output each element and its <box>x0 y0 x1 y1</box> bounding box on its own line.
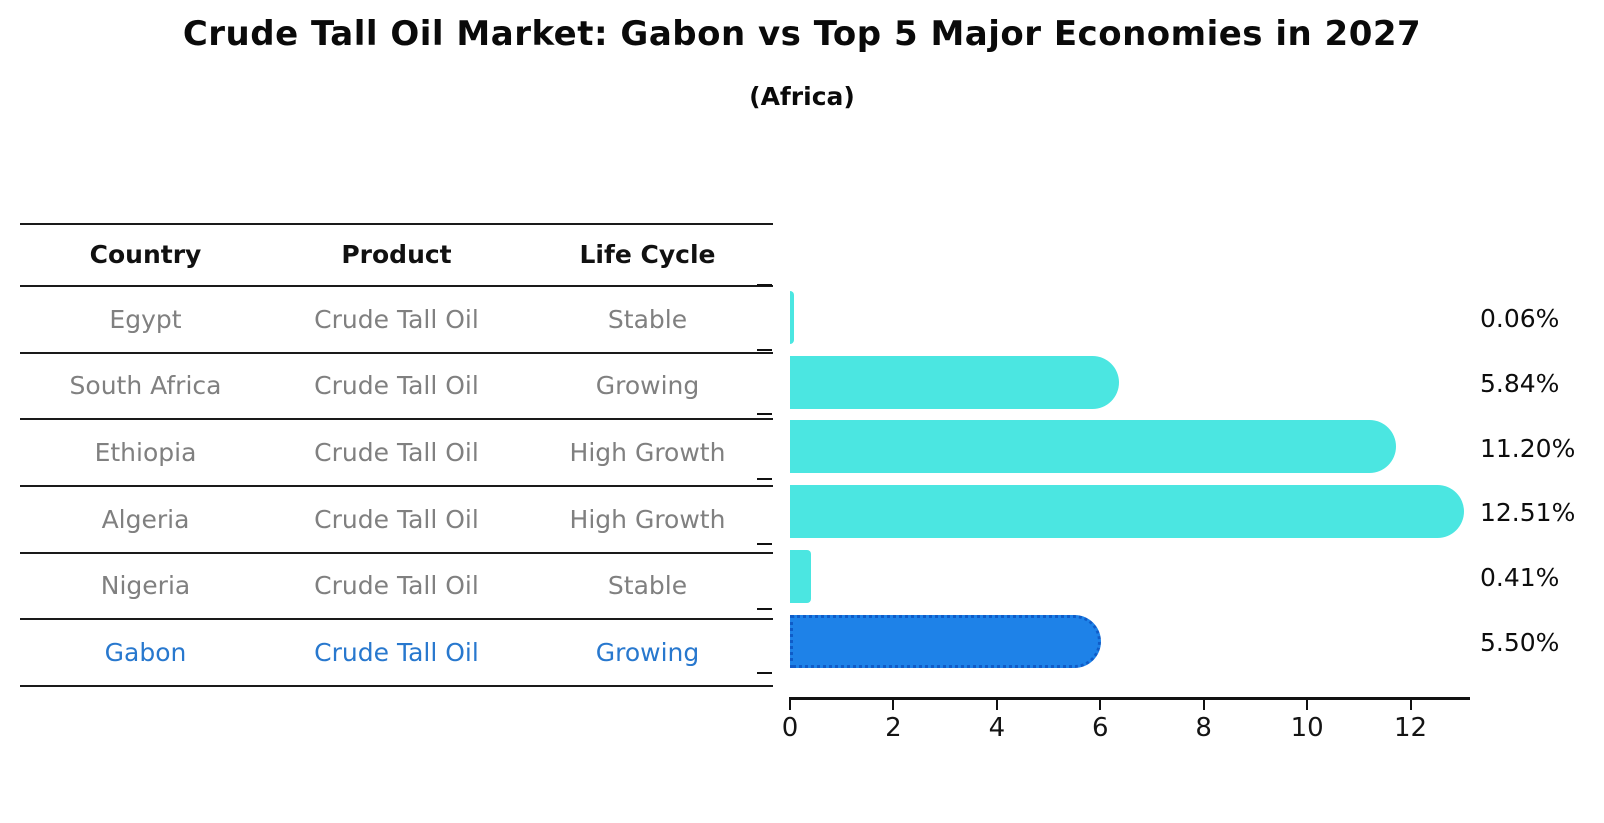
x-axis-tick <box>1202 697 1205 710</box>
x-axis-tick-label: 2 <box>885 713 902 743</box>
x-axis-tick <box>789 697 791 710</box>
bar-row-egypt <box>790 285 1470 350</box>
x-axis-tick-label: 6 <box>1091 713 1109 743</box>
table-body: Egypt Crude Tall Oil Stable South Africa Cru… <box>20 287 773 688</box>
table-row-egypt: Egypt Crude Tall Oil Stable <box>20 287 773 354</box>
table-row-ethiopia: Ethiopia Crude Tall Oil High Growth <box>20 420 773 488</box>
bar-row-algeria <box>790 479 1470 544</box>
cell-product: Crude Tall Oil <box>314 504 479 534</box>
bar-row-gabon <box>790 609 1470 674</box>
cell-product: Crude Tall Oil <box>314 437 479 467</box>
value-label-south-africa: 5.84% <box>1480 369 1560 399</box>
value-label-egypt: 0.06% <box>1480 304 1560 334</box>
table-header-row: Country Product Life Cycle <box>20 223 773 287</box>
value-label-ethiopia: 11.20% <box>1480 433 1576 463</box>
y-axis-tick <box>757 478 772 481</box>
cell-country: Ethiopia <box>94 437 197 467</box>
y-axis-tick <box>757 413 772 416</box>
cell-life-cycle: Stable <box>607 304 688 334</box>
bar-nigeria <box>790 549 812 603</box>
bar-plot-area: 0 2 4 6 8 10 12 <box>757 284 1470 743</box>
bar-row-nigeria <box>790 544 1470 609</box>
value-label-nigeria: 0.41% <box>1480 563 1560 593</box>
column-header-life-cycle: Life Cycle <box>579 240 716 270</box>
y-axis-tick <box>757 284 772 286</box>
value-label-algeria: 12.51% <box>1480 498 1576 528</box>
x-axis-tick <box>1409 697 1412 710</box>
x-axis-tick-label: 12 <box>1393 713 1428 743</box>
column-header-product: Product <box>341 240 452 270</box>
table-row-algeria: Algeria Crude Tall Oil High Growth <box>20 487 773 554</box>
cell-country: Nigeria <box>100 571 191 601</box>
x-axis-tick-label: 0 <box>781 713 799 743</box>
cell-life-cycle: High Growth <box>569 437 726 467</box>
table-row-nigeria: Nigeria Crude Tall Oil Stable <box>20 554 773 621</box>
x-axis-tick <box>892 697 895 710</box>
cell-life-cycle: High Growth <box>569 504 726 534</box>
cell-product: Crude Tall Oil <box>314 571 479 601</box>
cell-country: Egypt <box>109 304 182 334</box>
bar-row-south-africa <box>790 350 1470 415</box>
bar-south-africa <box>790 355 1119 409</box>
bar-egypt <box>790 291 794 344</box>
chart-subtitle: (Africa) <box>749 82 855 111</box>
table-row-south-africa: South Africa Crude Tall Oil Growing <box>20 354 773 421</box>
y-axis-tick <box>757 672 772 675</box>
bar-row-ethiopia <box>790 414 1470 479</box>
x-axis-tick-label: 10 <box>1290 713 1324 743</box>
value-label-gabon: 5.50% <box>1480 627 1560 657</box>
cell-product: Crude Tall Oil <box>314 304 479 334</box>
x-axis-tick-label: 8 <box>1195 713 1212 743</box>
bar-algeria <box>790 485 1464 539</box>
cell-life-cycle: Growing <box>595 371 700 401</box>
cell-country: Algeria <box>101 504 190 534</box>
cell-product: Crude Tall Oil <box>314 371 479 401</box>
x-axis-tick <box>995 697 998 710</box>
cell-product: Crude Tall Oil <box>314 638 479 668</box>
country-table: Country Product Life Cycle Egypt Crude Tall… <box>20 223 773 688</box>
column-header-country: Country <box>89 240 202 270</box>
y-axis-tick <box>757 542 772 545</box>
x-axis-tick <box>1306 697 1309 710</box>
x-axis-tick <box>1099 697 1102 710</box>
highlighted-bar-gabon <box>790 614 1102 668</box>
y-axis-tick <box>757 607 772 610</box>
cell-country: South Africa <box>69 371 222 401</box>
cell-life-cycle: Growing <box>595 638 700 668</box>
y-axis-tick <box>757 348 772 351</box>
bar-ethiopia <box>790 420 1397 474</box>
table-row-gabon: Gabon Crude Tall Oil Growing <box>20 620 773 688</box>
cell-country: Gabon <box>104 638 187 668</box>
cell-life-cycle: Stable <box>607 571 688 601</box>
x-axis-tick-label: 4 <box>988 713 1006 743</box>
chart-title: Crude Tall Oil Market: Gabon vs Top 5 Ma… <box>182 14 1422 54</box>
